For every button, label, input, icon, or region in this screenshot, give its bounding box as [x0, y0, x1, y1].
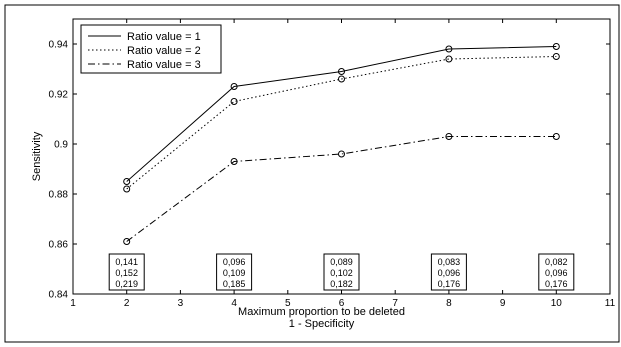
- legend-box: [80, 24, 222, 74]
- series-2-point: [338, 75, 345, 83]
- x-tick-label: 10: [551, 298, 563, 309]
- annotation-frame: [108, 253, 145, 291]
- series-1-point: [552, 43, 560, 50]
- series-1-point: [445, 45, 453, 53]
- x-tick-label: 8: [446, 298, 452, 309]
- y-tick-label: 0.94: [49, 40, 69, 51]
- annotation-value: 0,096: [223, 257, 246, 267]
- x-tick-label: 11: [605, 298, 616, 309]
- annotation-frame: [323, 253, 360, 291]
- annotation-value: 0,089: [330, 257, 353, 267]
- y-tick-label: 0.92: [49, 90, 69, 101]
- x-axis-title-line-2: 1 - Specificity: [289, 318, 355, 330]
- y-tick-label: 0.84: [49, 290, 69, 301]
- annotation-value: 0,219: [115, 279, 138, 289]
- y-tick-label: 0.9: [54, 140, 68, 151]
- x-tick-label: 9: [500, 298, 506, 309]
- legend: Ratio value = 1 Ratio value = 2 Ratio valu…: [80, 24, 222, 74]
- series-3-point: [552, 133, 560, 140]
- series-2-point: [230, 98, 238, 105]
- series-line-2: [126, 56, 557, 190]
- annotation-value: 0,096: [438, 268, 461, 278]
- annotation-value: 0,176: [545, 279, 568, 289]
- series-1-point: [123, 178, 131, 185]
- series-1-point: [230, 83, 238, 90]
- series-line-3: [126, 136, 557, 242]
- annotation-frame: [538, 253, 575, 291]
- x-tick-label: 3: [178, 298, 184, 309]
- annotation-value: 0,096: [545, 268, 568, 278]
- series-2-point: [123, 185, 131, 193]
- annotation-value: 0,109: [223, 268, 246, 278]
- annotation-value: 0,082: [545, 257, 568, 267]
- x-tick-label: 1: [70, 298, 76, 309]
- annotation-value: 0,176: [438, 279, 461, 289]
- series-1-point: [338, 68, 345, 75]
- x-tick-label: 6: [339, 298, 345, 309]
- annotation-value: 0,152: [115, 268, 138, 278]
- series-line-1: [126, 46, 557, 182]
- annotation-frame: [216, 253, 253, 291]
- annotation-value: 0,102: [330, 268, 353, 278]
- annotation-value: 0,185: [223, 279, 246, 289]
- annotation-value: 0,083: [438, 257, 461, 267]
- series-2-point: [552, 53, 560, 60]
- annotation-value: 0,141: [115, 257, 138, 267]
- x-tick-label: 7: [392, 298, 398, 309]
- series-3-point: [230, 158, 238, 165]
- annotation-frame: [430, 253, 467, 291]
- legend-label-2: Ratio value = 2: [127, 45, 201, 57]
- x-tick-label: 4: [231, 298, 237, 309]
- y-tick-label: 0.88: [49, 190, 69, 201]
- series-2-point: [445, 55, 453, 63]
- x-tick-label: 5: [285, 298, 291, 309]
- legend-label-3: Ratio value = 3: [127, 59, 201, 71]
- y-tick-label: 0.86: [49, 240, 69, 251]
- series-3-point: [338, 150, 345, 158]
- y-axis-title: Sensitivity: [31, 131, 43, 181]
- x-axis-title-line-1: Maximum proportion to be deleted: [238, 306, 405, 318]
- series-3-point: [445, 133, 453, 140]
- figure-border: [4, 4, 620, 343]
- legend-label-1: Ratio value = 1: [127, 31, 201, 43]
- x-tick-label: 2: [124, 298, 130, 309]
- series-3-point: [123, 238, 131, 245]
- annotation-value: 0,182: [330, 279, 353, 289]
